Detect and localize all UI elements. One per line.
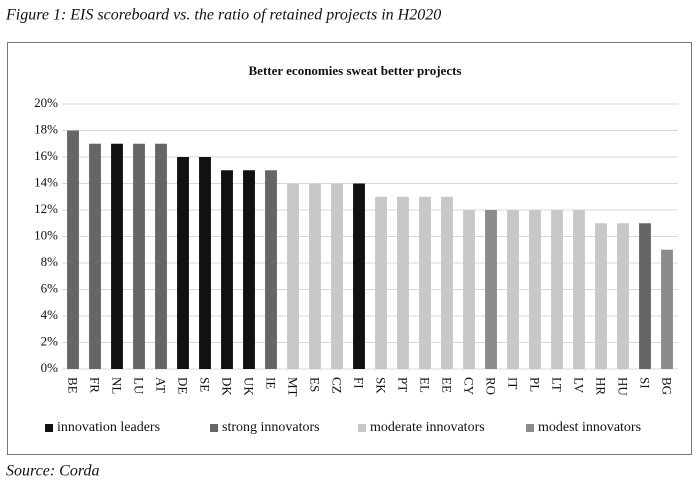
bar (485, 210, 497, 369)
legend-swatch (526, 424, 534, 432)
x-tick-label: LV (572, 377, 587, 394)
y-tick-label: 6% (41, 280, 59, 295)
legend-swatch (45, 424, 53, 432)
legend-swatch (210, 424, 218, 432)
y-tick-label: 20% (34, 95, 58, 110)
bar (419, 196, 431, 369)
y-tick-label: 8% (41, 254, 59, 269)
x-tick-label: RO (484, 377, 499, 395)
bar (639, 223, 651, 369)
x-tick-label: BG (660, 377, 675, 395)
bar (155, 143, 167, 369)
bar (375, 196, 387, 369)
bar (309, 183, 321, 369)
legend-label: modest innovators (538, 420, 641, 435)
x-tick-label: CZ (330, 377, 345, 394)
x-tick-label: FR (88, 377, 103, 393)
y-tick-label: 2% (41, 333, 59, 348)
bar (89, 143, 101, 369)
bar (331, 183, 343, 369)
x-tick-label: DE (176, 377, 191, 394)
x-tick-label: BE (66, 377, 81, 394)
x-tick-label: PT (396, 377, 411, 392)
bar (133, 143, 145, 369)
y-tick-label: 0% (41, 360, 59, 375)
bar (287, 183, 299, 369)
x-tick-label: PL (528, 377, 543, 392)
bar (573, 210, 585, 369)
x-tick-label: SE (198, 377, 213, 392)
x-tick-label: HR (594, 377, 609, 395)
y-tick-label: 12% (34, 201, 58, 216)
bar (551, 210, 563, 369)
legend-label: strong innovators (222, 420, 320, 435)
x-tick-label: IT (506, 377, 521, 389)
y-tick-label: 18% (34, 121, 58, 136)
x-tick-label: CY (462, 377, 477, 396)
bar (111, 143, 123, 369)
bar (617, 223, 629, 369)
x-tick-label: LU (132, 377, 147, 395)
bar (243, 170, 255, 369)
bar (221, 170, 233, 369)
x-tick-label: UK (242, 377, 257, 396)
x-tick-label: AT (154, 377, 169, 393)
bar (463, 210, 475, 369)
figure-caption: Figure 1: EIS scoreboard vs. the ratio o… (5, 7, 441, 24)
y-tick-label: 10% (34, 227, 58, 242)
y-tick-label: 16% (34, 148, 58, 163)
x-tick-label: ES (308, 377, 323, 392)
bar (595, 223, 607, 369)
x-tick-label: NL (110, 377, 125, 394)
x-tick-label: SI (638, 377, 653, 389)
bar (353, 183, 365, 369)
bar (177, 157, 189, 369)
source-note: Source: Corda (6, 463, 99, 480)
bar (199, 157, 211, 369)
bar (441, 196, 453, 369)
x-tick-label: SK (374, 377, 389, 394)
bar (265, 170, 277, 369)
legend-swatch (358, 424, 366, 432)
bar (529, 210, 541, 369)
x-tick-label: EE (440, 377, 455, 393)
x-tick-label: HU (616, 377, 631, 396)
bar (397, 196, 409, 369)
legend-label: moderate innovators (370, 420, 485, 435)
legend-label: innovation leaders (57, 420, 160, 435)
bar (661, 249, 673, 369)
x-tick-label: LT (550, 377, 565, 392)
bar (507, 210, 519, 369)
bar (67, 130, 79, 369)
x-tick-label: DK (220, 377, 235, 396)
x-tick-label: FI (352, 377, 367, 389)
chart-title: Better economies sweat better projects (249, 63, 462, 78)
x-tick-label: IE (264, 377, 279, 389)
y-tick-label: 14% (34, 174, 58, 189)
y-tick-label: 4% (41, 307, 59, 322)
x-tick-label: EL (418, 377, 433, 393)
x-tick-label: MT (286, 377, 301, 397)
